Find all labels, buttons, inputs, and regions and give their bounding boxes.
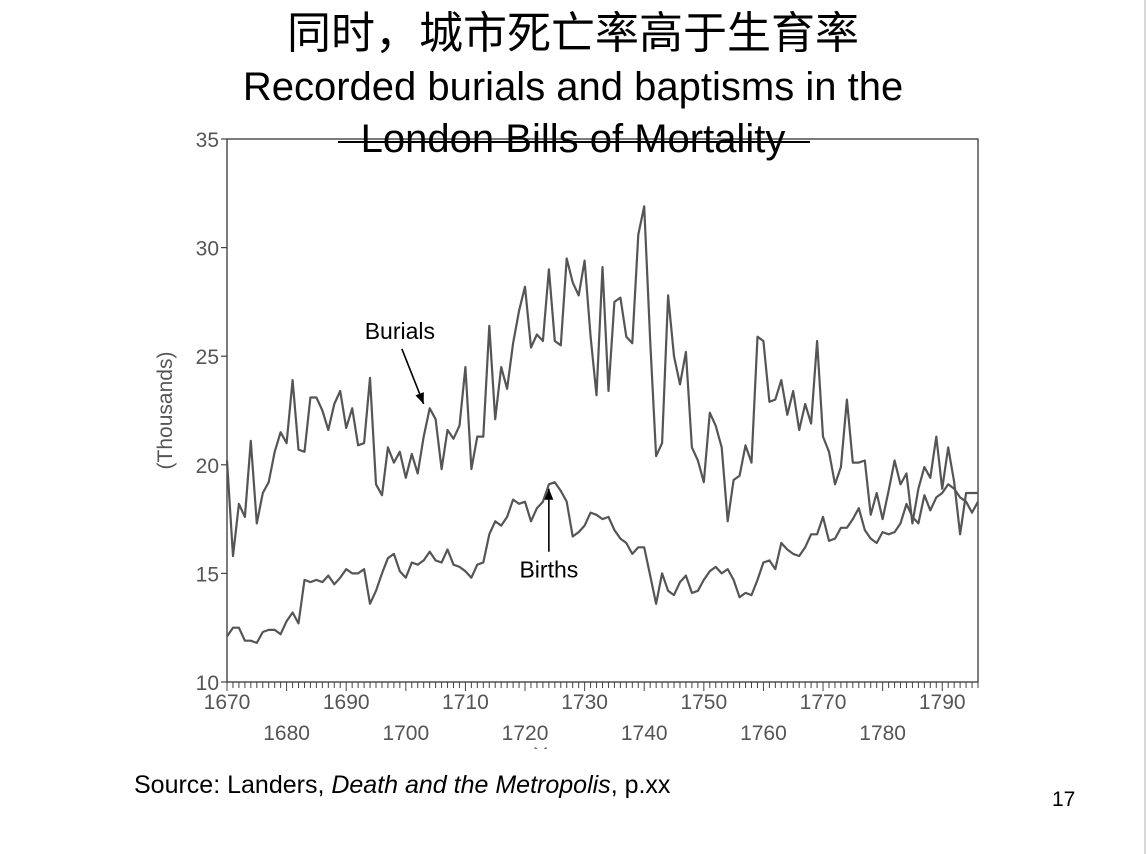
plot-frame (226, 138, 979, 683)
source-book-title: Death and the Metropolis (331, 771, 611, 799)
x-tick-label: 1720 (502, 722, 549, 745)
annotation-arrowhead-births (544, 488, 554, 500)
x-tick-label: 1670 (204, 691, 251, 714)
x-tick-label: 1730 (561, 691, 608, 714)
x-tick-label: 1790 (919, 691, 966, 714)
x-tick-label: 1680 (263, 722, 310, 745)
source-prefix: Source: Landers, (134, 771, 332, 799)
chart-frame-top-overlay (338, 141, 810, 143)
x-tick-label: 1700 (382, 722, 429, 745)
slide-border (1144, 0, 1146, 854)
annotation-label-births: Births (519, 557, 578, 583)
x-tick-label: 1740 (621, 722, 668, 745)
source-citation: Source: Landers, Death and the Metropoli… (134, 768, 670, 802)
series-line-births (226, 481, 979, 645)
x-tick-label: 1760 (740, 722, 787, 745)
chart: 10 15 20 25 30 35 (Thousands) 1670 1690 1710 1730 1… (154, 129, 979, 762)
series-line-burials (225, 205, 978, 558)
y-tick-label: 30 (196, 238, 219, 261)
y-tick-label: 15 (196, 563, 219, 586)
y-tick-label: 35 (196, 129, 219, 152)
title-chinese: 同时，城市死亡率高于生育率 (287, 8, 859, 59)
annotation-arrowhead-burials (415, 392, 424, 404)
title-english-line2: London Bills of Mortality (360, 117, 786, 161)
page-number: 17 (1052, 788, 1076, 811)
x-tick-label: 1750 (680, 691, 727, 714)
x-tick-label: 1710 (442, 691, 489, 714)
y-tick-label: 25 (196, 346, 219, 369)
source-suffix: , p.xx (610, 771, 671, 799)
x-tick-label: 1690 (323, 691, 370, 714)
x-axis-label: Year (534, 744, 576, 762)
y-axis-label: (Thousands) (154, 352, 177, 470)
y-tick-label: 10 (196, 672, 219, 695)
annotation-label-burials: Burials (365, 318, 435, 344)
y-tick-label: 20 (196, 455, 219, 478)
title-english-line1: Recorded burials and baptisms in the (242, 65, 904, 109)
x-tick-label: 1770 (800, 691, 847, 714)
x-tick-label: 1780 (859, 722, 906, 745)
